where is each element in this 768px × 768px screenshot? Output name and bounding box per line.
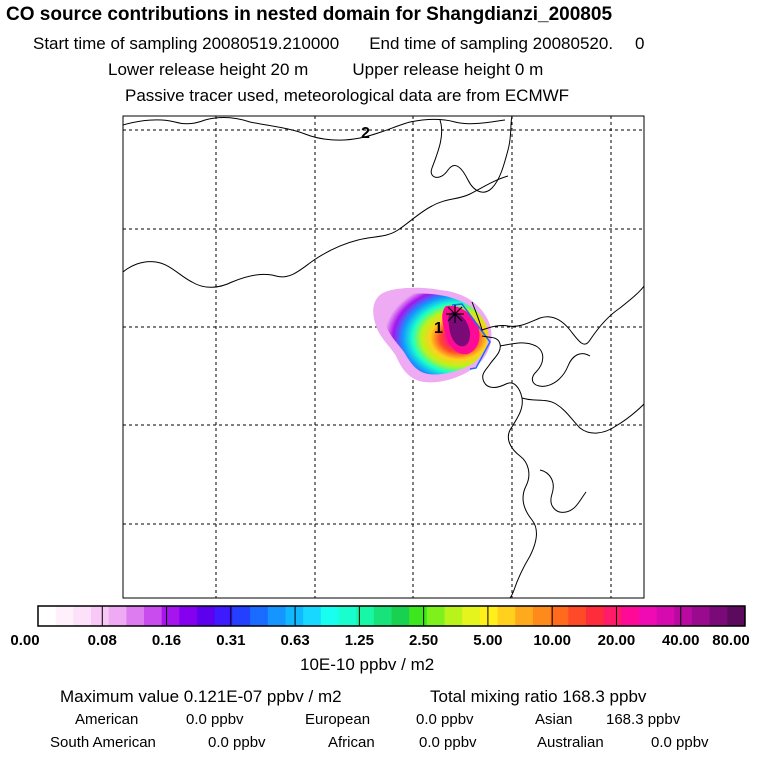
colorbar-cell bbox=[409, 606, 428, 626]
colorbar-cell bbox=[108, 606, 127, 626]
colorbar-tick-label: 0.16 bbox=[151, 632, 182, 649]
region-value-american: 0.0 ppbv bbox=[186, 711, 244, 728]
map-grid bbox=[123, 116, 644, 598]
region-name-australian: Australian bbox=[537, 734, 604, 751]
region-name-european: European bbox=[305, 711, 371, 728]
colorbar-cell bbox=[462, 606, 481, 626]
colorbar-tick-label: 1.25 bbox=[344, 632, 374, 649]
colorbar-units: 10E-10 ppbv / m2 bbox=[300, 655, 435, 674]
colorbar-cell bbox=[674, 606, 693, 626]
colorbar-cell bbox=[391, 606, 410, 626]
colorbar-cell bbox=[38, 606, 57, 626]
colorbar-cell bbox=[709, 606, 728, 626]
colorbar-cell bbox=[356, 606, 375, 626]
colorbar-cell bbox=[126, 606, 145, 626]
region-name-south-american: South American bbox=[50, 734, 156, 751]
plot-title: CO source contributions in nested domain… bbox=[6, 4, 613, 25]
region-name-american: American bbox=[75, 711, 139, 728]
region-value-asian: 168.3 ppbv bbox=[606, 711, 681, 728]
colorbar-tick-label: 0.31 bbox=[216, 632, 246, 649]
colorbar-tick-label: 5.00 bbox=[473, 632, 503, 649]
region-value-south-american: 0.0 ppbv bbox=[208, 734, 266, 751]
colorbar-cell bbox=[603, 606, 622, 626]
colorbar-tick-label: 0.63 bbox=[280, 632, 310, 649]
colorbar-cell bbox=[250, 606, 269, 626]
sampling-times-line: Start time of sampling 20080519.210000 En… bbox=[33, 34, 645, 54]
colorbar-cell bbox=[214, 606, 233, 626]
region-value-african: 0.0 ppbv bbox=[419, 734, 477, 751]
colorbar-cell bbox=[285, 606, 304, 626]
colorbar-tick-label: 10.00 bbox=[533, 632, 571, 649]
colorbar-cell bbox=[568, 606, 587, 626]
colorbar-cell bbox=[144, 606, 163, 626]
colorbar-cell bbox=[303, 606, 322, 626]
colorbar-cell bbox=[426, 606, 445, 626]
region-value-australian: 0.0 ppbv bbox=[651, 734, 709, 751]
total-mixing-ratio-label: Total mixing ratio 168.3 ppbv bbox=[430, 687, 647, 706]
region-name-african: African bbox=[328, 734, 375, 751]
colorbar-cell bbox=[621, 606, 640, 626]
colorbar-cell bbox=[515, 606, 534, 626]
colorbar-cell bbox=[338, 606, 357, 626]
upper-release-height: Upper release height 0 m bbox=[352, 60, 544, 79]
colorbar-cell bbox=[91, 606, 110, 626]
marker-label-2: 2 bbox=[361, 125, 370, 142]
colorbar-cell bbox=[479, 606, 498, 626]
region-name-asian: Asian bbox=[535, 711, 573, 728]
colorbar-cell bbox=[691, 606, 711, 626]
colorbar-cell bbox=[550, 606, 569, 626]
colorbar-cell bbox=[373, 606, 392, 626]
colorbar-cell bbox=[444, 606, 463, 626]
end-time-trailing: 0 bbox=[635, 34, 645, 53]
colorbar-tick-label: 2.50 bbox=[409, 632, 439, 649]
colorbar-cell bbox=[197, 606, 216, 626]
colorbar-cell bbox=[232, 606, 251, 626]
map-frame bbox=[122, 115, 645, 599]
colorbar-cell bbox=[727, 606, 746, 626]
colorbar-cell bbox=[161, 606, 180, 626]
colorbar-cell bbox=[179, 606, 198, 626]
colorbar-cell bbox=[320, 606, 339, 626]
release-heights-line: Lower release height 20 m Upper release h… bbox=[108, 60, 543, 80]
release-site-marker bbox=[446, 305, 464, 323]
colorbar-tick-label: 80.00 bbox=[712, 632, 750, 649]
start-time-label: Start time of sampling 20080519.210000 bbox=[33, 34, 340, 53]
colorbar-tick-label: 0.08 bbox=[87, 632, 117, 649]
colorbar-frame bbox=[37, 605, 746, 627]
max-value-label: Maximum value 0.121E-07 ppbv / m2 bbox=[60, 687, 342, 706]
marker-label-1: 1 bbox=[434, 320, 443, 337]
colorbar-cell bbox=[585, 606, 604, 626]
colorbar-cell bbox=[638, 606, 658, 626]
region-value-european: 0.0 ppbv bbox=[416, 711, 474, 728]
colorbar-cell bbox=[267, 606, 286, 626]
colorbar-tick-label: 0.00 bbox=[10, 632, 40, 649]
lower-release-height: Lower release height 20 m bbox=[108, 60, 309, 79]
colorbar-cell bbox=[55, 606, 74, 626]
end-time-label: End time of sampling 20080520. bbox=[369, 34, 614, 53]
colorbar-tick-label: 40.00 bbox=[661, 632, 700, 649]
colorbar-cells bbox=[38, 606, 746, 626]
colorbar-tick-label: 20.00 bbox=[597, 632, 636, 649]
colorbar-cell bbox=[73, 606, 92, 626]
coastlines bbox=[123, 116, 644, 598]
colorbar-cell bbox=[532, 606, 551, 626]
colorbar-cell bbox=[656, 606, 675, 626]
colorbar-cell bbox=[497, 606, 516, 626]
tracer-info-line: Passive tracer used, meteorological data… bbox=[125, 86, 570, 105]
